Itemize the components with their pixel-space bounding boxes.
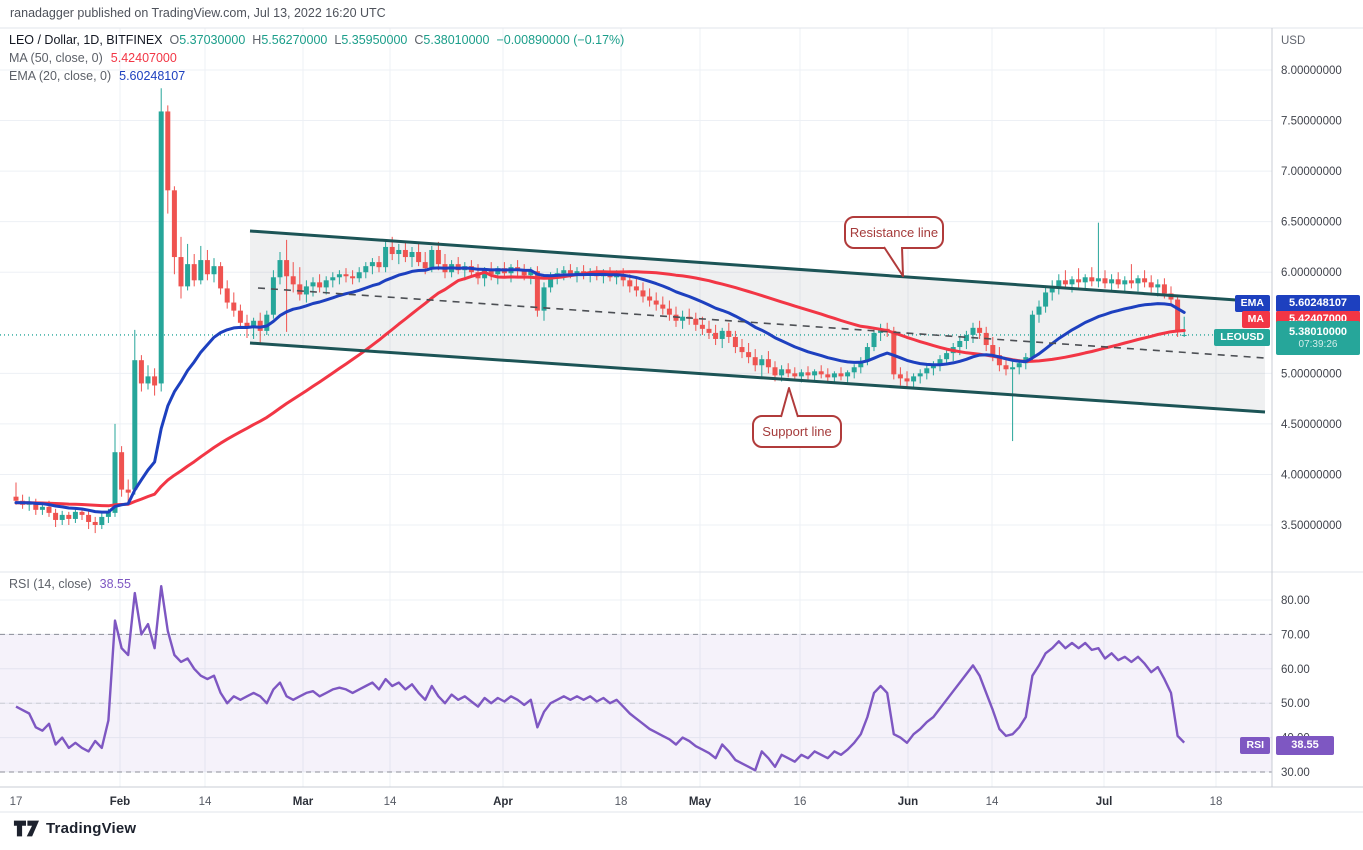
gridlines xyxy=(0,28,1272,787)
symbol-axis-label-badge: LEOUSD xyxy=(1214,329,1270,346)
ema-legend-row[interactable]: EMA (20, close, 0) 5.60248107 xyxy=(9,67,624,85)
tradingview-logo[interactable]: TradingView xyxy=(13,819,136,838)
rsi-value: 38.55 xyxy=(99,577,131,591)
price-tick-label: 6.00000000 xyxy=(1281,267,1342,279)
rsi-band xyxy=(0,634,1272,772)
change-value: −0.00890000 (−0.17%) xyxy=(496,33,625,47)
price-tick-label: 3.50000000 xyxy=(1281,520,1342,532)
resistance-callout-text: Resistance line xyxy=(850,225,938,240)
resistance-callout[interactable]: Resistance line xyxy=(844,216,944,277)
ohlc-values: O5.37030000 H5.56270000 L5.35950000 C5.3801… xyxy=(163,33,490,47)
rsi-tick-label: 80.00 xyxy=(1281,595,1310,607)
support-callout[interactable]: Support line xyxy=(752,387,842,448)
ohlc-key: L xyxy=(334,33,342,47)
time-tick-label: Feb xyxy=(110,796,130,808)
ema-value: 5.60248107 xyxy=(119,69,186,83)
publish-header: ranadagger published on TradingView.com,… xyxy=(10,6,386,20)
time-tick-label: May xyxy=(689,796,712,808)
time-tick-label: 18 xyxy=(1210,796,1223,808)
price-tick-label: 4.50000000 xyxy=(1281,419,1342,431)
time-tick-label: Apr xyxy=(493,796,513,808)
time-tick-label: Jun xyxy=(898,796,918,808)
price-tick-label: 8.00000000 xyxy=(1281,65,1342,77)
currency-label: USD xyxy=(1281,35,1305,47)
time-tick-label: 14 xyxy=(986,796,999,808)
time-tick-label: 18 xyxy=(615,796,628,808)
ma-axis-label-badge: MA xyxy=(1241,311,1270,328)
rsi-legend-row[interactable]: RSI (14, close) 38.55 xyxy=(9,577,131,591)
price-axis[interactable]: USD 8.00000000 7.50000000 7.00000000 6.50000… xyxy=(1281,35,1342,779)
ohlc-key: O xyxy=(169,33,180,47)
rsi-tick-label: 70.00 xyxy=(1281,629,1310,641)
price-tick-label: 7.50000000 xyxy=(1281,116,1342,128)
support-trendline[interactable] xyxy=(249,341,1266,414)
candle-countdown: 07:39:26 xyxy=(1298,338,1338,350)
chart-legend: LEO / Dollar, 1D, BITFINEX O5.37030000 H5.… xyxy=(9,31,624,85)
ema20-line[interactable] xyxy=(14,266,1186,514)
price-tick-label: 6.50000000 xyxy=(1281,217,1342,229)
ema-axis-value-badge: 5.60248107 xyxy=(1276,295,1360,312)
time-tick-label: 17 xyxy=(10,796,23,808)
tradingview-logo-text: TradingView xyxy=(46,820,137,837)
time-tick-label: 14 xyxy=(199,796,212,808)
ema-label: EMA (20, close, 0) xyxy=(9,69,112,83)
rsi-line[interactable] xyxy=(15,585,1186,772)
rsi-axis-label-badge: RSI xyxy=(1240,737,1270,754)
ohlc-key: C xyxy=(414,33,424,47)
symbol-legend-row[interactable]: LEO / Dollar, 1D, BITFINEX O5.37030000 H5.… xyxy=(9,31,624,49)
ohlc-value: 5.37030000 xyxy=(179,33,246,47)
last-price-badge: 5.38010000 07:39:26 xyxy=(1276,321,1360,355)
ohlc-value: 5.38010000 xyxy=(423,33,490,47)
time-axis[interactable]: 17 Feb 14 Mar 14 Apr 18 May 16 Jun 14 Jul 18 xyxy=(10,796,1223,808)
rsi-tick-label: 50.00 xyxy=(1281,698,1310,710)
tradingview-logo-icon xyxy=(13,820,39,837)
time-tick-label: 14 xyxy=(384,796,397,808)
ma-value: 5.42407000 xyxy=(110,51,177,65)
rsi-label: RSI (14, close) xyxy=(9,577,92,591)
last-price-value: 5.38010000 xyxy=(1288,325,1348,338)
time-tick-label: 16 xyxy=(794,796,807,808)
rsi-axis-value-badge: 38.55 xyxy=(1276,736,1334,755)
time-tick-label: Jul xyxy=(1096,796,1113,808)
price-tick-label: 7.00000000 xyxy=(1281,166,1342,178)
price-tick-label: 5.00000000 xyxy=(1281,368,1342,380)
symbol-title: LEO / Dollar, 1D, BITFINEX xyxy=(9,33,163,47)
ma-label: MA (50, close, 0) xyxy=(9,51,103,65)
ma-legend-row[interactable]: MA (50, close, 0) 5.42407000 xyxy=(9,49,624,67)
ema-axis-label-badge: EMA xyxy=(1234,295,1270,312)
support-callout-text: Support line xyxy=(762,424,831,439)
ohlc-value: 5.56270000 xyxy=(261,33,328,47)
price-tick-label: 4.00000000 xyxy=(1281,469,1342,481)
ohlc-value: 5.35950000 xyxy=(341,33,408,47)
rsi-tick-label: 60.00 xyxy=(1281,664,1310,676)
time-tick-label: Mar xyxy=(293,796,314,808)
rsi-tick-label: 30.00 xyxy=(1281,767,1310,779)
resistance-trendline[interactable] xyxy=(249,229,1266,304)
ohlc-key: H xyxy=(252,33,262,47)
